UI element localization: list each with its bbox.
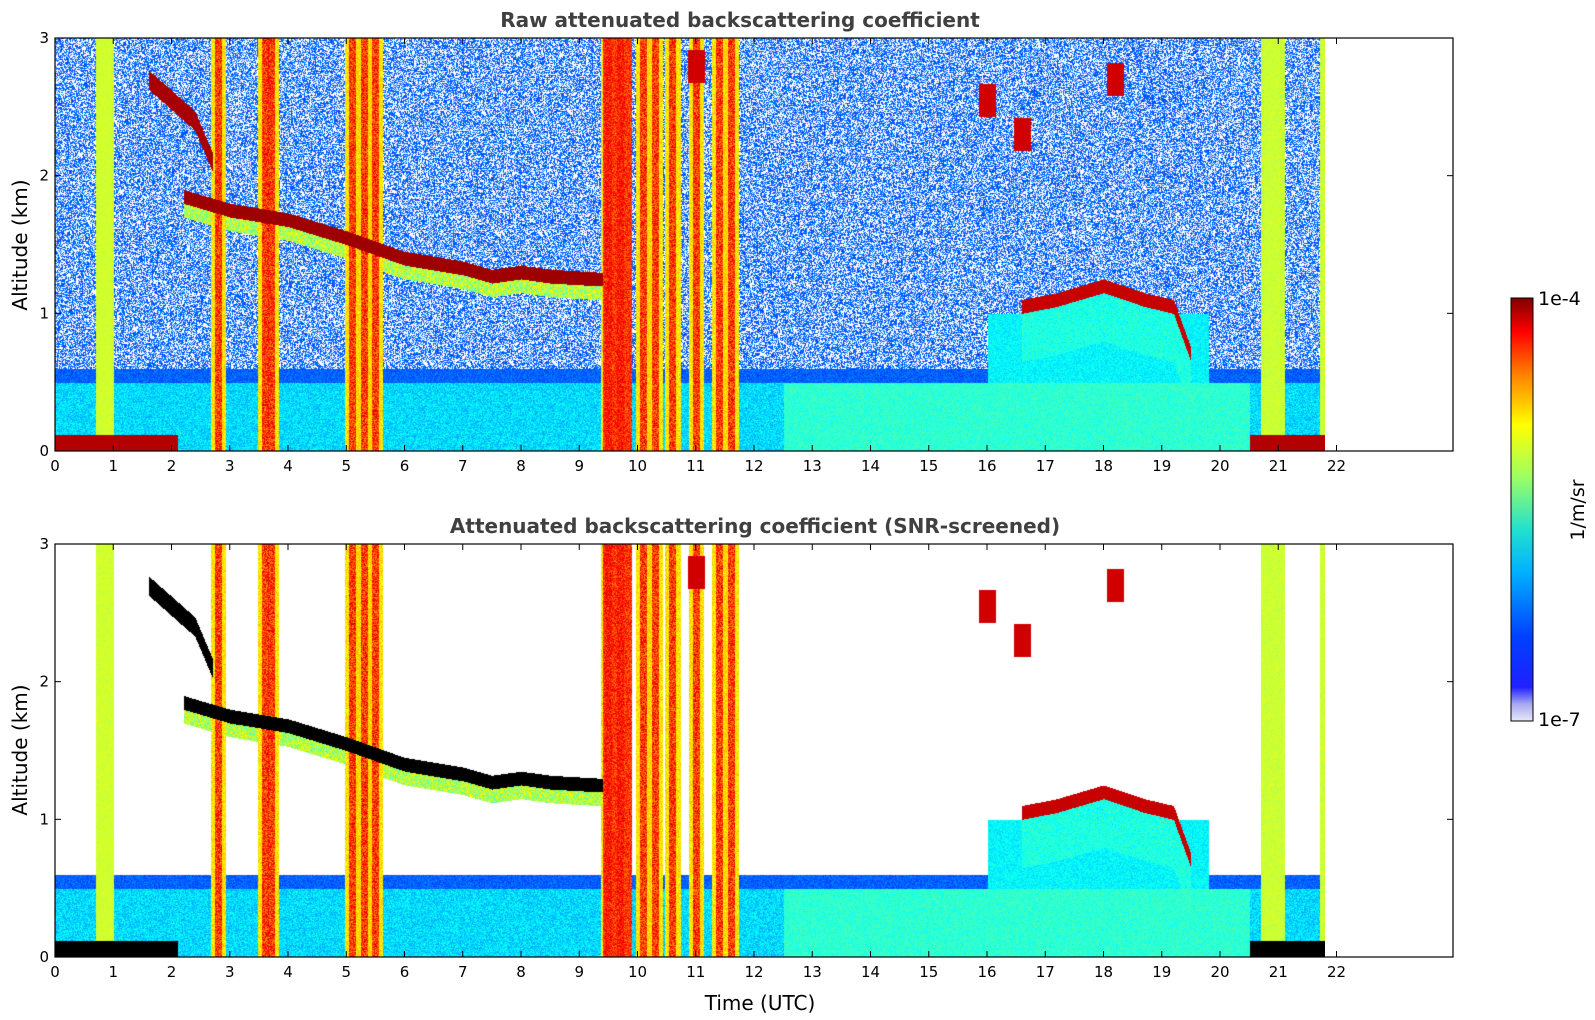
x-tick-label: 4 <box>283 963 293 981</box>
x-tick-label: 5 <box>341 457 351 475</box>
panel-snr-screened: Attenuated backscattering coefficient (S… <box>8 514 1454 1015</box>
x-tick-label: 22 <box>1327 963 1346 981</box>
x-tick-label: 0 <box>50 457 60 475</box>
panel-raw-backscatter: Raw attenuated backscattering coefficien… <box>8 8 1454 475</box>
x-tick-label: 21 <box>1269 963 1288 981</box>
x-tick-label: 13 <box>803 963 822 981</box>
x-tick-label: 14 <box>861 457 880 475</box>
x-tick-label: 12 <box>744 457 763 475</box>
x-tick-label: 10 <box>628 457 647 475</box>
x-tick-label: 12 <box>744 963 763 981</box>
y-tick-label: 3 <box>39 29 49 47</box>
y-tick-label: 1 <box>39 810 49 828</box>
y-tick-label: 3 <box>39 535 49 553</box>
colorbar-max-label: 1e-4 <box>1538 288 1581 310</box>
x-tick-label: 7 <box>458 457 468 475</box>
y-tick-label: 1 <box>39 304 49 322</box>
colorbar: 1e-4 1e-7 1/m/sr <box>1510 288 1589 731</box>
heatmap-image <box>55 544 1325 957</box>
x-tick-label: 1 <box>108 457 118 475</box>
y-tick-label: 0 <box>39 442 49 460</box>
x-tick-label: 11 <box>686 457 705 475</box>
x-tick-label: 20 <box>1210 457 1229 475</box>
x-tick-label: 16 <box>977 963 996 981</box>
x-tick-label: 3 <box>225 963 235 981</box>
colorbar-gradient <box>1510 297 1534 722</box>
x-tick-label: 8 <box>516 963 526 981</box>
x-tick-label: 17 <box>1036 963 1055 981</box>
x-tick-label: 2 <box>167 457 177 475</box>
y-tick-label: 2 <box>39 673 49 691</box>
x-tick-label: 22 <box>1327 457 1346 475</box>
x-tick-label: 6 <box>400 963 410 981</box>
y-axis-label: Altitude (km) <box>8 179 32 310</box>
y-axis-label: Altitude (km) <box>8 684 32 815</box>
y-tick-label: 0 <box>39 948 49 966</box>
x-tick-label: 11 <box>686 963 705 981</box>
panel-title: Attenuated backscattering coefficient (S… <box>450 514 1060 538</box>
x-tick-label: 13 <box>803 457 822 475</box>
x-tick-label: 20 <box>1210 963 1229 981</box>
colorbar-min-label: 1e-7 <box>1538 709 1581 731</box>
x-tick-label: 1 <box>108 963 118 981</box>
x-tick-label: 2 <box>167 963 177 981</box>
panel-title: Raw attenuated backscattering coefficien… <box>500 8 980 32</box>
x-tick-label: 17 <box>1036 457 1055 475</box>
x-tick-label: 10 <box>628 963 647 981</box>
x-axis-label: Time (UTC) <box>704 991 816 1015</box>
heatmap-image <box>55 38 1325 451</box>
x-tick-label: 16 <box>977 457 996 475</box>
y-tick-label: 2 <box>39 167 49 185</box>
x-tick-label: 18 <box>1094 457 1113 475</box>
x-tick-label: 19 <box>1152 457 1171 475</box>
x-tick-label: 5 <box>341 963 351 981</box>
x-tick-label: 21 <box>1269 457 1288 475</box>
x-tick-label: 8 <box>516 457 526 475</box>
x-tick-label: 0 <box>50 963 60 981</box>
x-tick-label: 18 <box>1094 963 1113 981</box>
x-tick-label: 9 <box>574 963 584 981</box>
x-tick-label: 9 <box>574 457 584 475</box>
colorbar-unit-label: 1/m/sr <box>1567 479 1589 540</box>
x-tick-label: 14 <box>861 963 880 981</box>
x-tick-label: 19 <box>1152 963 1171 981</box>
x-tick-label: 7 <box>458 963 468 981</box>
x-tick-label: 4 <box>283 457 293 475</box>
x-tick-label: 15 <box>919 963 938 981</box>
x-tick-label: 3 <box>225 457 235 475</box>
x-tick-label: 6 <box>400 457 410 475</box>
x-tick-label: 15 <box>919 457 938 475</box>
